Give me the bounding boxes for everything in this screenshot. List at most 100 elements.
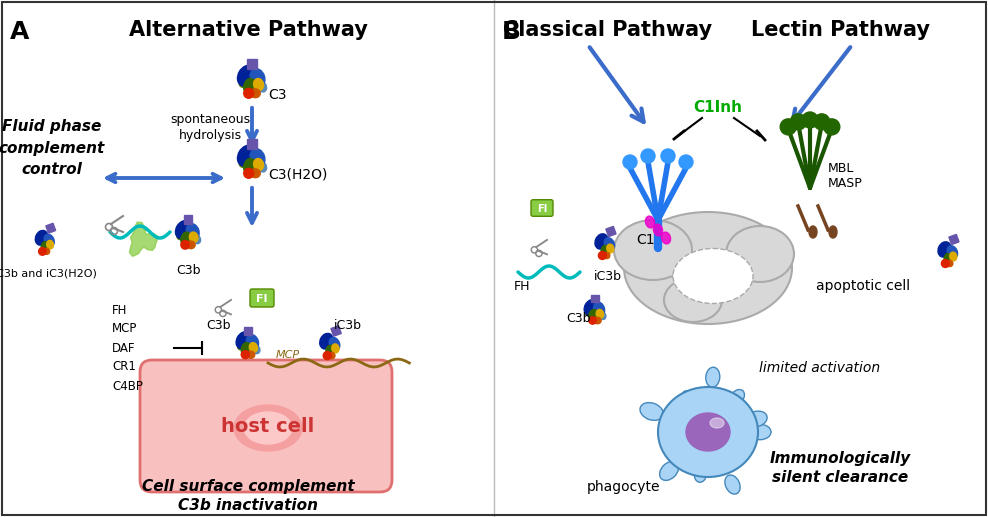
Ellipse shape	[41, 241, 48, 253]
Ellipse shape	[746, 411, 767, 427]
Ellipse shape	[36, 231, 47, 245]
Ellipse shape	[244, 159, 256, 175]
Circle shape	[661, 149, 675, 163]
Text: C3b: C3b	[176, 264, 201, 277]
Ellipse shape	[673, 249, 753, 303]
Text: C1Inh: C1Inh	[694, 100, 743, 115]
Ellipse shape	[944, 253, 952, 265]
Ellipse shape	[682, 391, 697, 407]
Ellipse shape	[43, 249, 49, 254]
Text: C3(H2O): C3(H2O)	[268, 168, 327, 182]
Ellipse shape	[645, 216, 655, 228]
Ellipse shape	[605, 238, 615, 250]
Ellipse shape	[187, 224, 200, 239]
Ellipse shape	[749, 424, 771, 439]
Text: FI: FI	[536, 204, 547, 214]
Text: Lectin Pathway: Lectin Pathway	[751, 20, 930, 40]
Bar	[331, 326, 341, 336]
Ellipse shape	[596, 310, 604, 318]
Circle shape	[824, 119, 840, 135]
Circle shape	[181, 240, 190, 249]
Polygon shape	[129, 222, 157, 256]
Ellipse shape	[664, 278, 722, 322]
Ellipse shape	[661, 232, 671, 244]
Ellipse shape	[601, 246, 609, 257]
Ellipse shape	[190, 232, 198, 242]
Ellipse shape	[729, 389, 745, 405]
Ellipse shape	[246, 334, 259, 349]
Ellipse shape	[247, 351, 255, 358]
Circle shape	[244, 88, 254, 98]
Ellipse shape	[594, 302, 605, 316]
Ellipse shape	[604, 252, 610, 258]
Circle shape	[781, 119, 796, 135]
Text: Alternative Pathway: Alternative Pathway	[128, 20, 368, 40]
Ellipse shape	[938, 242, 951, 257]
Circle shape	[241, 351, 249, 359]
Text: Fluid phase
complement
control: Fluid phase complement control	[0, 119, 105, 176]
Ellipse shape	[254, 79, 264, 90]
Text: FH
MCP
DAF
CR1
C4BP: FH MCP DAF CR1 C4BP	[112, 303, 143, 392]
Text: B: B	[502, 20, 521, 44]
Ellipse shape	[584, 299, 598, 315]
Text: C3: C3	[268, 88, 287, 102]
Text: Classical Pathway: Classical Pathway	[504, 20, 712, 40]
Ellipse shape	[236, 332, 251, 349]
Ellipse shape	[244, 79, 256, 95]
Ellipse shape	[326, 345, 334, 357]
Text: C3b: C3b	[206, 319, 230, 332]
Bar	[45, 223, 55, 233]
Ellipse shape	[733, 445, 748, 458]
Ellipse shape	[640, 403, 663, 420]
Ellipse shape	[947, 261, 952, 267]
Ellipse shape	[254, 159, 264, 171]
Bar	[948, 234, 959, 245]
Ellipse shape	[237, 65, 256, 86]
Circle shape	[323, 352, 331, 360]
Ellipse shape	[237, 145, 256, 166]
Ellipse shape	[250, 169, 260, 178]
Text: MBL
MASP: MBL MASP	[828, 162, 863, 190]
Ellipse shape	[46, 240, 53, 249]
Circle shape	[814, 114, 830, 130]
Ellipse shape	[252, 345, 260, 354]
Ellipse shape	[257, 161, 267, 172]
Ellipse shape	[695, 464, 707, 482]
Ellipse shape	[586, 309, 592, 316]
Ellipse shape	[239, 158, 247, 167]
FancyBboxPatch shape	[140, 360, 392, 492]
Text: FH: FH	[514, 280, 531, 293]
Text: FI: FI	[256, 294, 268, 304]
Text: spontaneous
hydrolysis: spontaneous hydrolysis	[170, 114, 250, 143]
Ellipse shape	[176, 221, 191, 239]
Ellipse shape	[193, 235, 201, 244]
Text: iC3b: iC3b	[334, 319, 362, 332]
Circle shape	[942, 260, 949, 267]
Ellipse shape	[257, 82, 267, 92]
Ellipse shape	[329, 353, 335, 359]
Ellipse shape	[658, 387, 758, 477]
Ellipse shape	[594, 317, 601, 324]
Ellipse shape	[250, 69, 265, 87]
Text: limited activation: limited activation	[760, 361, 880, 375]
Circle shape	[244, 169, 254, 178]
Bar	[244, 327, 252, 335]
Bar	[247, 139, 257, 149]
Ellipse shape	[249, 343, 258, 353]
Ellipse shape	[947, 246, 957, 258]
Circle shape	[589, 317, 596, 324]
Ellipse shape	[653, 224, 663, 236]
FancyBboxPatch shape	[531, 200, 553, 216]
Ellipse shape	[239, 78, 247, 87]
Ellipse shape	[44, 234, 54, 247]
Text: A: A	[10, 20, 30, 44]
FancyBboxPatch shape	[250, 289, 274, 307]
Circle shape	[39, 248, 46, 255]
Text: MCP: MCP	[276, 350, 300, 360]
Ellipse shape	[710, 418, 724, 428]
Text: C1: C1	[636, 233, 655, 247]
Ellipse shape	[250, 149, 265, 167]
Ellipse shape	[809, 226, 817, 238]
Circle shape	[679, 155, 693, 169]
Ellipse shape	[686, 413, 730, 451]
